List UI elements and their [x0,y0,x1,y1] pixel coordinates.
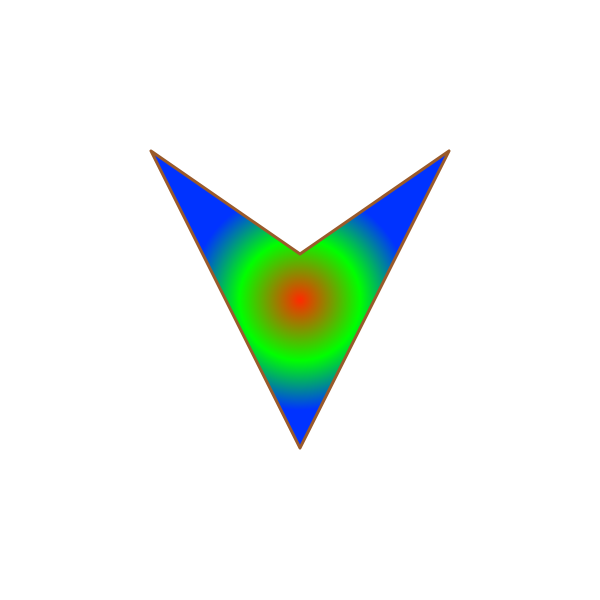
chevron-down-shape [149,149,451,450]
